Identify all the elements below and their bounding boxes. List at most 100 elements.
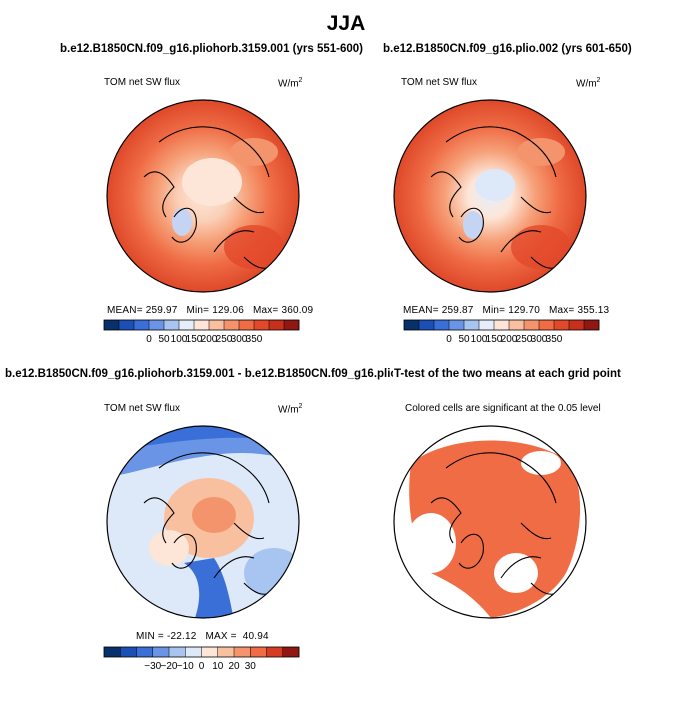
panel1-colorbar-swatch-4 [164, 320, 180, 330]
panel2-colorbar-tick-label: 50 [458, 334, 470, 345]
panel3-max-label: MAX = [205, 631, 237, 642]
panel2-colorbar-swatch-3 [449, 320, 465, 330]
panel2-pacific-high [511, 225, 571, 269]
panel2-colorbar-swatch-4 [464, 320, 480, 330]
panel2-colorbar-tick-label: 200 [501, 334, 518, 345]
panel1-colorbar-tick-label: 50 [158, 334, 170, 345]
panel3-colorbar-swatch-2 [136, 647, 154, 657]
panel2-arctic-low [475, 169, 515, 201]
panel1-colorbar-swatch-3 [149, 320, 165, 330]
panel2-colorbar-swatch-8 [524, 320, 540, 330]
panel4-coastlines [430, 452, 562, 595]
panel4-note: Colored cells are significant at the 0.0… [405, 403, 601, 414]
panel3-arctic-strong-positive [192, 497, 236, 533]
panel1-colorbar-frame [103, 319, 300, 331]
panel2-siberia-mid [517, 138, 565, 166]
panel1-colorbar-swatch-5 [179, 320, 195, 330]
panel3-variable-label: TOM net SW flux [104, 403, 180, 414]
panel2-variable-label: TOM net SW flux [401, 77, 477, 88]
panel1-max-value: 360.09 [281, 305, 314, 316]
panel3-min-label: MIN = [136, 631, 164, 642]
panel4-not-significant-north [521, 451, 561, 475]
panel1-colorbar-tick-label: 250 [216, 334, 233, 345]
panel2-stats: MEAN= 259.87 Min= 129.70 Max= 355.13 [403, 305, 609, 316]
figure-title: JJA [326, 12, 366, 35]
panel3-min-value: -22.12 [166, 631, 197, 642]
panel2-colorbar-frame [403, 319, 600, 331]
panel1-title: b.e12.B1850CN.f09_g16.pliohorb.3159.001 … [60, 43, 363, 55]
panel1-colorbar-swatch-0 [104, 320, 120, 330]
panel1-colorbar-swatch-9 [239, 320, 255, 330]
panel2-colorbar-tick-label: 350 [546, 334, 563, 345]
panel2-colorbar-tick-label: 250 [516, 334, 533, 345]
panel3-colorbar-swatch-6 [201, 647, 219, 657]
panel1-colorbar-swatch-12 [284, 320, 300, 330]
panel3-colorbar-tick-label: 30 [245, 661, 257, 672]
panel3-colorbar-swatch-4 [169, 647, 186, 657]
panel3-max-value: 40.94 [242, 631, 269, 642]
panel3-colorbar-tick-label: −10 [177, 661, 194, 672]
panel2-min-label: Min= [482, 305, 506, 316]
panel3-units-label: W/m2 [278, 403, 303, 416]
panel3-atlantic-negative [184, 558, 234, 618]
panel1-colorbar-swatch-2 [134, 320, 150, 330]
panel1-arctic-low [182, 158, 242, 206]
panel3-colorbar-swatch-7 [217, 647, 235, 657]
panel1-map [106, 99, 300, 293]
panel1-variable-label: TOM net SW flux [104, 77, 180, 88]
panel3-greenland-positive [149, 530, 189, 566]
panel4-not-significant-atlantic [494, 553, 538, 593]
panel1-colorbar-swatch-10 [254, 320, 270, 330]
panel1-pacific-high [224, 225, 284, 269]
panel2-colorbar-swatch-9 [539, 320, 555, 330]
panel2-colorbar-tick-label: 0 [446, 334, 452, 345]
panel3-colorbar-tick-label: 0 [199, 661, 205, 672]
panel3-coastlines [143, 452, 275, 595]
panel2-min-value: 129.70 [508, 305, 540, 316]
panel3-colorbar-swatch-5 [185, 647, 202, 657]
panel1-colorbar-tick-label: 0 [146, 334, 152, 345]
panel2-colorbar-swatch-7 [509, 320, 525, 330]
panel3-colorbar-swatch-1 [120, 647, 137, 657]
panel2-colorbar-swatch-2 [434, 320, 450, 330]
panel2-max-value: 355.13 [577, 305, 610, 316]
panel3-colorbar-swatch-9 [250, 647, 267, 657]
panel4-not-significant-west [406, 513, 456, 573]
panel1-colorbar-tick-label: 300 [231, 334, 248, 345]
panel2-colorbar-swatch-6 [494, 320, 510, 330]
panel1-coastlines [143, 126, 275, 269]
panel2-max-label: Max= [548, 305, 575, 316]
panel1-colorbar-swatch-11 [269, 320, 285, 330]
panel1-colorbar-tick-label: 200 [201, 334, 218, 345]
panel4-map [393, 425, 587, 619]
panel1-mean-label: MEAN= [107, 305, 143, 316]
panel1-greenland-low [172, 208, 192, 236]
panel2-colorbar-swatch-0 [404, 320, 420, 330]
panel2-colorbar-swatch-5 [479, 320, 495, 330]
panel1-colorbar-tick-label: 100 [171, 334, 188, 345]
panel1-min-label: Min= [186, 305, 210, 316]
panel1-colorbar-swatch-6 [194, 320, 210, 330]
panel3-colorbar-swatch-10 [266, 647, 284, 657]
panel1-colorbar-tick-label: 350 [246, 334, 263, 345]
panel3-colorbar-tick-label: 20 [228, 661, 240, 672]
panel3-colorbar-tick-label: 10 [212, 661, 224, 672]
panel2-title: b.e12.B1850CN.f09_g16.plio.002 (yrs 601-… [383, 43, 632, 55]
panel1-mean-value: 259.97 [145, 305, 178, 316]
panel3-map [106, 425, 300, 619]
panel3-colorbar: −30 −20 −10 0 10 20 30 [103, 646, 300, 672]
panel3-colorbar-swatch-0 [104, 647, 121, 657]
panel2-colorbar-tick-label: 100 [471, 334, 488, 345]
panel2-mean-value: 259.87 [441, 305, 474, 316]
panel3-colorbar-tick-label: −20 [161, 661, 178, 672]
panel4-title: T-test of the two means at each grid poi… [393, 368, 621, 380]
panel2-colorbar-swatch-12 [584, 320, 600, 330]
panel2-colorbar-swatch-10 [554, 320, 570, 330]
panel2-mean-label: MEAN= [403, 305, 439, 316]
panel1-colorbar-swatch-1 [119, 320, 135, 330]
panel2-coastlines [430, 126, 562, 269]
panel2-units-label: W/m2 [576, 77, 601, 90]
panel1-units-label: W/m2 [278, 77, 303, 90]
